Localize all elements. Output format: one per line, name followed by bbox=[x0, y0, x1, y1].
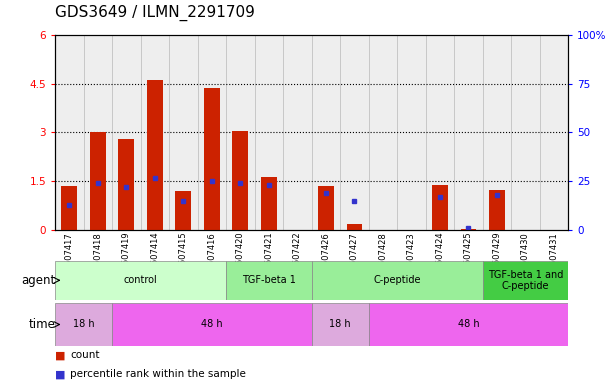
Bar bbox=[61, 186, 77, 230]
Bar bbox=[112, 35, 141, 230]
Bar bbox=[483, 35, 511, 230]
Bar bbox=[226, 35, 255, 230]
Bar bbox=[112, 303, 312, 346]
Bar bbox=[119, 139, 134, 230]
Text: 18 h: 18 h bbox=[73, 319, 94, 329]
Text: ■: ■ bbox=[55, 350, 65, 360]
Bar bbox=[340, 35, 368, 230]
Bar bbox=[55, 35, 84, 230]
Bar bbox=[55, 35, 84, 230]
Bar bbox=[511, 35, 540, 230]
Text: C-peptide: C-peptide bbox=[373, 275, 421, 285]
Bar bbox=[340, 35, 368, 230]
Bar bbox=[112, 35, 141, 230]
Bar bbox=[226, 261, 312, 300]
Text: ■: ■ bbox=[55, 369, 65, 379]
Bar bbox=[175, 191, 191, 230]
Bar bbox=[368, 303, 568, 346]
Bar bbox=[318, 186, 334, 230]
Bar bbox=[283, 35, 312, 230]
Bar bbox=[312, 303, 368, 346]
Bar bbox=[90, 132, 106, 230]
Text: TGF-beta 1 and
C-peptide: TGF-beta 1 and C-peptide bbox=[488, 270, 563, 291]
Bar bbox=[84, 35, 112, 230]
Bar bbox=[141, 35, 169, 230]
Text: 48 h: 48 h bbox=[201, 319, 222, 329]
Bar bbox=[540, 35, 568, 230]
Bar bbox=[489, 190, 505, 230]
Bar bbox=[346, 224, 362, 230]
Text: TGF-beta 1: TGF-beta 1 bbox=[242, 275, 296, 285]
Text: count: count bbox=[70, 350, 100, 360]
Text: 48 h: 48 h bbox=[458, 319, 479, 329]
Bar bbox=[368, 35, 397, 230]
Bar bbox=[55, 261, 226, 300]
Bar bbox=[312, 35, 340, 230]
Bar bbox=[197, 35, 226, 230]
Bar bbox=[312, 261, 483, 300]
Bar bbox=[226, 35, 255, 230]
Bar bbox=[255, 35, 283, 230]
Bar bbox=[261, 177, 277, 230]
Bar bbox=[55, 303, 112, 346]
Bar bbox=[84, 35, 112, 230]
Bar bbox=[368, 35, 397, 230]
Bar bbox=[312, 35, 340, 230]
Text: agent: agent bbox=[21, 274, 55, 287]
Bar bbox=[169, 35, 197, 230]
Bar bbox=[283, 35, 312, 230]
Bar bbox=[397, 35, 426, 230]
Text: time: time bbox=[28, 318, 55, 331]
Bar bbox=[426, 35, 454, 230]
Bar bbox=[141, 35, 169, 230]
Bar bbox=[511, 35, 540, 230]
Text: control: control bbox=[123, 275, 158, 285]
Bar bbox=[454, 35, 483, 230]
Bar bbox=[483, 261, 568, 300]
Bar bbox=[540, 35, 568, 230]
Bar bbox=[232, 131, 248, 230]
Bar bbox=[147, 80, 163, 230]
Bar bbox=[197, 35, 226, 230]
Text: 18 h: 18 h bbox=[329, 319, 351, 329]
Bar bbox=[483, 35, 511, 230]
Bar bbox=[461, 229, 477, 230]
Bar bbox=[204, 88, 219, 230]
Bar bbox=[397, 35, 426, 230]
Bar bbox=[454, 35, 483, 230]
Text: percentile rank within the sample: percentile rank within the sample bbox=[70, 369, 246, 379]
Bar bbox=[426, 35, 454, 230]
Text: GDS3649 / ILMN_2291709: GDS3649 / ILMN_2291709 bbox=[55, 5, 255, 21]
Bar bbox=[432, 185, 448, 230]
Bar bbox=[169, 35, 197, 230]
Bar bbox=[255, 35, 283, 230]
